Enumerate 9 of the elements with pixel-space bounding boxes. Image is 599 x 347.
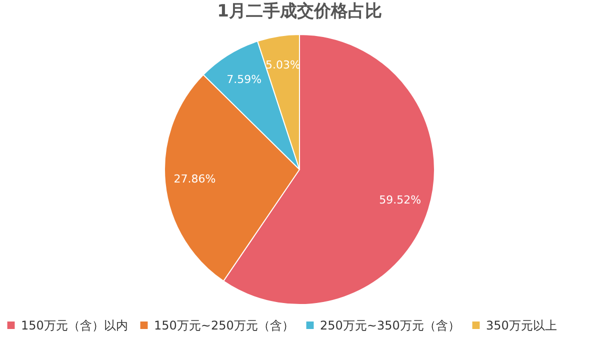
chart-title: 1月二手成交价格占比	[217, 2, 382, 22]
legend-label: 150万元~250万元（含）	[154, 318, 294, 332]
data-label: 59.52%	[379, 194, 422, 207]
data-label: 7.59%	[226, 72, 262, 86]
data-label: 5.03%	[265, 58, 300, 72]
data-label: 27.86%	[174, 172, 216, 186]
legend-label: 350万元以上	[486, 318, 557, 332]
legend-label: 250万元~350万元（含）	[320, 318, 460, 332]
legend-label: 150万元（含）以内	[21, 318, 128, 332]
